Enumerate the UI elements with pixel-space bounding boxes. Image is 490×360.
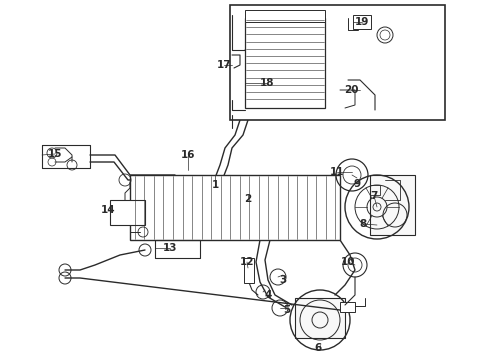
Text: 7: 7 — [370, 191, 378, 201]
Bar — [340, 302, 355, 312]
Text: 12: 12 — [240, 257, 254, 267]
Text: 14: 14 — [100, 205, 115, 215]
Text: 1: 1 — [211, 180, 219, 190]
Text: 6: 6 — [315, 343, 321, 353]
Bar — [130, 175, 340, 240]
Text: 2: 2 — [245, 194, 252, 204]
Text: 8: 8 — [359, 219, 367, 229]
Bar — [295, 298, 345, 338]
Bar — [245, 10, 325, 22]
Text: 18: 18 — [260, 78, 274, 88]
Text: 16: 16 — [181, 150, 195, 160]
Bar — [244, 258, 254, 283]
Text: 4: 4 — [264, 290, 271, 300]
Text: 5: 5 — [283, 305, 291, 315]
Text: 9: 9 — [353, 179, 361, 189]
Text: 10: 10 — [341, 257, 355, 267]
Bar — [245, 18, 325, 108]
Bar — [230, 5, 445, 120]
Text: 11: 11 — [330, 167, 344, 177]
Bar — [353, 15, 371, 29]
Text: 17: 17 — [217, 60, 231, 70]
Text: 20: 20 — [344, 85, 358, 95]
Bar — [370, 175, 415, 235]
Text: 19: 19 — [355, 17, 369, 27]
Text: 3: 3 — [279, 275, 287, 285]
Text: 15: 15 — [48, 149, 62, 159]
Bar — [110, 200, 145, 225]
Text: 13: 13 — [163, 243, 177, 253]
